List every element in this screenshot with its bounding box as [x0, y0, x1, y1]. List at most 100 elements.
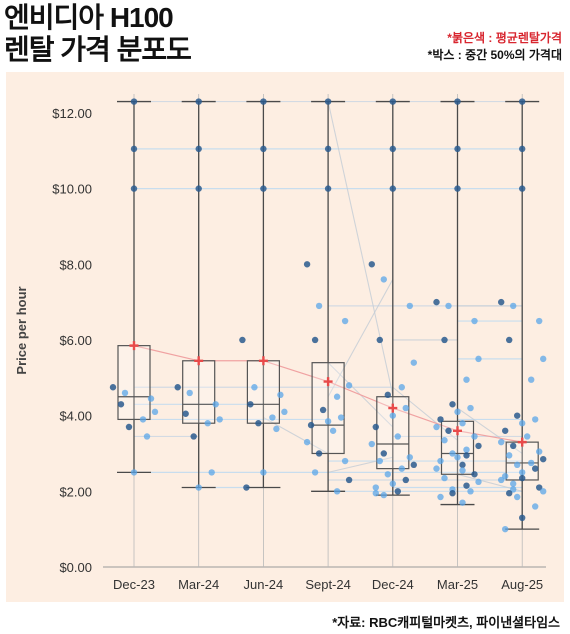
data-point — [437, 457, 444, 465]
data-point — [389, 185, 396, 192]
data-point — [372, 484, 379, 491]
data-point — [524, 433, 531, 440]
data-point — [324, 98, 332, 105]
data-point — [315, 450, 323, 457]
data-point — [130, 145, 138, 153]
data-point — [243, 484, 250, 491]
data-point — [345, 476, 353, 484]
data-point — [307, 421, 315, 429]
data-point — [449, 401, 456, 408]
chart-panel: $0.00 $2.00 $4.00 $6.00 $8.00 $10.00 $12.00 Pri… — [6, 72, 564, 602]
data-point — [467, 488, 474, 495]
data-point — [303, 438, 311, 446]
data-point — [463, 446, 470, 453]
data-point — [315, 302, 323, 310]
data-point — [454, 98, 461, 105]
data-point — [506, 490, 513, 497]
data-point — [147, 395, 155, 402]
data-point — [143, 433, 151, 440]
x-tick-label: Sept-24 — [305, 577, 351, 592]
data-point — [502, 525, 509, 533]
data-point — [121, 389, 129, 397]
data-point — [195, 98, 202, 105]
data-point — [130, 98, 138, 105]
data-point — [514, 412, 521, 419]
y-tick-label: $10.00 — [52, 182, 92, 197]
data-point — [475, 442, 482, 450]
mean-trend-line — [263, 360, 329, 383]
data-point — [445, 427, 452, 434]
data-point — [151, 408, 159, 416]
data-point — [368, 440, 375, 448]
data-point — [519, 474, 526, 482]
data-point — [445, 302, 452, 310]
data-point — [139, 416, 147, 423]
data-point — [260, 469, 267, 476]
mean-marker — [517, 437, 527, 447]
data-point — [341, 457, 349, 465]
iqr-box — [311, 362, 345, 455]
data-point — [208, 469, 215, 476]
data-point — [540, 355, 547, 363]
data-point — [437, 493, 444, 501]
data-point — [255, 420, 262, 427]
data-point — [514, 493, 521, 501]
data-point — [459, 499, 466, 506]
data-point — [475, 478, 482, 486]
data-point — [406, 302, 413, 310]
data-point — [117, 401, 125, 408]
title-line-2: 렌탈 가격 분포도 — [4, 34, 192, 65]
iqr-box — [246, 360, 280, 424]
legend-note: *붉은색 : 평균렌탈가격 *박스 : 중간 50%의 가격대 — [428, 30, 562, 64]
data-point — [528, 459, 535, 467]
data-point — [130, 469, 138, 476]
data-point — [519, 145, 526, 153]
data-point — [536, 317, 543, 325]
data-point — [459, 467, 466, 474]
data-point — [277, 391, 284, 399]
data-point — [402, 404, 409, 412]
data-point — [281, 408, 288, 416]
data-point — [459, 420, 466, 427]
data-point — [380, 450, 387, 457]
y-tick-label: $4.00 — [59, 409, 92, 424]
data-point — [333, 393, 341, 400]
data-point — [498, 438, 505, 446]
title-line-1: 엔비디아 H100 — [4, 2, 174, 33]
mean-trend-line — [392, 407, 458, 432]
y-tick-label: $2.00 — [59, 484, 92, 499]
data-point — [519, 514, 526, 522]
data-point — [532, 416, 539, 423]
box-plot: $0.00 $2.00 $4.00 $6.00 $8.00 $10.00 $12.00 Pri… — [14, 94, 547, 592]
data-point — [216, 416, 223, 423]
data-point — [471, 433, 478, 440]
mean-note: *붉은색 : 평균렌탈가격 — [447, 31, 562, 45]
data-point — [449, 450, 456, 457]
data-point — [273, 425, 280, 433]
data-point — [540, 488, 547, 495]
data-point — [324, 185, 332, 192]
data-point — [260, 145, 267, 153]
data-point — [376, 457, 383, 465]
mean-trend-line — [457, 430, 523, 443]
data-point — [269, 414, 276, 421]
data-point — [475, 355, 482, 363]
x-tick-label: Mar-25 — [437, 577, 478, 592]
data-point — [519, 420, 526, 427]
mean-marker — [388, 403, 398, 413]
data-point — [125, 423, 133, 431]
data-point — [506, 452, 513, 459]
data-point — [398, 465, 405, 472]
mean-marker — [194, 356, 204, 366]
data-point — [212, 401, 219, 408]
data-point — [195, 484, 202, 491]
data-point — [251, 384, 258, 391]
data-point — [329, 427, 337, 434]
data-point — [260, 185, 267, 192]
data-point — [540, 455, 547, 463]
x-tick-label: Dec-23 — [113, 577, 155, 592]
y-axis-label: Price per hour — [14, 286, 29, 374]
data-point — [389, 98, 396, 105]
data-point — [195, 145, 202, 153]
data-point — [467, 404, 474, 412]
